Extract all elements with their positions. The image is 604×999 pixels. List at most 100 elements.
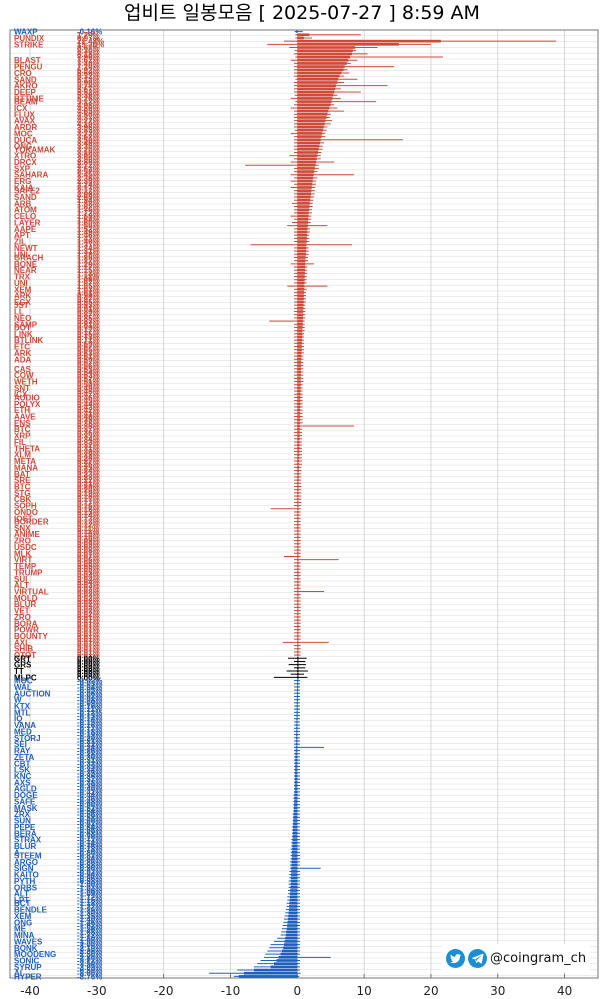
change-bar	[296, 688, 299, 692]
change-bar	[297, 672, 299, 676]
change-bar	[297, 135, 322, 138]
change-label: -0.35%	[77, 769, 102, 778]
change-bar	[297, 227, 308, 231]
change-bar	[281, 949, 298, 953]
change-label: 1.15%	[77, 266, 100, 275]
change-label: -0.78%	[77, 845, 102, 854]
change-bar	[297, 593, 299, 597]
change-label: -1.18%	[77, 899, 102, 908]
change-label: 0.67%	[77, 343, 100, 352]
change-label: 0.02%	[77, 603, 100, 612]
change-bar	[297, 462, 300, 466]
change-label: 1.49%	[77, 228, 100, 237]
change-label: 1.40%	[77, 238, 100, 247]
twitter-icon[interactable]	[446, 948, 465, 968]
change-label: 0.19%	[77, 489, 100, 498]
change-bar	[295, 746, 298, 749]
change-label: 2.62%	[77, 164, 100, 173]
change-bar	[297, 128, 324, 132]
change-label: 0.73%	[77, 333, 100, 342]
change-bar	[297, 138, 321, 142]
coin-label: BTTIME	[14, 94, 44, 103]
coin-label: ICX	[14, 104, 28, 113]
change-label: -2.80%	[77, 953, 102, 962]
change-label: 0.08%	[77, 546, 100, 555]
change-label: 0.77%	[77, 327, 100, 336]
change-label: -0.76%	[77, 842, 102, 851]
change-label: 0.44%	[77, 400, 100, 409]
coin-label: BLUR	[14, 600, 36, 609]
change-bar	[297, 100, 332, 103]
change-bar	[297, 389, 301, 393]
change-label: -0.50%	[77, 801, 102, 810]
coin-label: GRT	[14, 654, 31, 663]
change-bar	[297, 342, 302, 345]
change-label: 0.65%	[77, 346, 100, 355]
change-label: -1.58%	[77, 925, 102, 934]
change-label: 3.85%	[77, 126, 100, 135]
change-bar	[297, 284, 305, 288]
change-bar	[296, 704, 298, 708]
change-label: 0.00%	[77, 673, 100, 682]
change-bar	[287, 920, 298, 924]
change-label: 0.00%	[77, 657, 100, 666]
coin-label: ZRO	[14, 537, 31, 546]
change-label: -0.94%	[77, 871, 102, 880]
watermark-handle[interactable]: @coingram_ch	[490, 950, 587, 966]
change-label: 7.10%	[77, 63, 100, 72]
coin-label: SAHARA	[14, 171, 48, 180]
change-label: 0.13%	[77, 514, 100, 523]
coin-label: TRX	[14, 273, 31, 282]
change-label: -0.24%	[77, 743, 102, 752]
change-label: 0.34%	[77, 435, 100, 444]
change-bar	[289, 901, 298, 905]
change-bar	[297, 106, 330, 110]
change-label: 0.27%	[77, 457, 100, 466]
telegram-icon[interactable]	[468, 948, 487, 968]
change-bar	[283, 943, 298, 946]
change-label: 0.91%	[77, 304, 100, 313]
coin-label: ETC	[14, 343, 30, 352]
change-bar	[297, 612, 299, 616]
change-label: -1.06%	[77, 887, 102, 896]
change-label: 0.01%	[77, 642, 100, 651]
coin-label: SHIB	[14, 645, 33, 654]
change-bar	[286, 930, 298, 934]
change-bar	[297, 125, 324, 129]
change-label: 0.22%	[77, 476, 100, 485]
change-label: 0.83%	[77, 317, 100, 326]
change-bar	[297, 644, 299, 647]
change-bar	[297, 186, 312, 189]
change-bar	[297, 332, 303, 336]
change-bar	[297, 529, 299, 533]
coin-label: MOLD	[14, 594, 38, 603]
coin-label: BERA	[14, 829, 37, 838]
change-bar	[297, 532, 299, 536]
change-label: -0.88%	[77, 861, 102, 870]
coin-label: KNC	[14, 772, 32, 781]
change-bar	[292, 847, 298, 851]
change-bar	[285, 936, 298, 940]
coin-label: THETA	[14, 444, 40, 453]
coin-label: LSK	[14, 766, 30, 775]
coin-label: NEAR	[14, 266, 37, 275]
change-label: 0.01%	[77, 622, 100, 631]
change-bar	[297, 351, 302, 355]
change-bar	[288, 908, 298, 911]
change-label: 0.06%	[77, 556, 100, 565]
change-label: 0.01%	[77, 616, 100, 625]
change-label: 3.30%	[77, 142, 100, 151]
change-bar	[291, 860, 298, 864]
change-bar	[297, 87, 336, 91]
change-bar	[297, 141, 321, 145]
change-label: 0.01%	[77, 626, 100, 635]
change-bar	[291, 870, 298, 873]
coin-label: ZIL	[14, 238, 26, 247]
coin-label: STG	[14, 489, 30, 498]
change-bar	[297, 641, 299, 644]
change-label: -1.40%	[77, 915, 102, 924]
change-label: -0.08%	[77, 696, 102, 705]
change-label: 1.64%	[77, 215, 100, 224]
change-bar	[295, 755, 298, 759]
change-bar	[297, 345, 302, 348]
